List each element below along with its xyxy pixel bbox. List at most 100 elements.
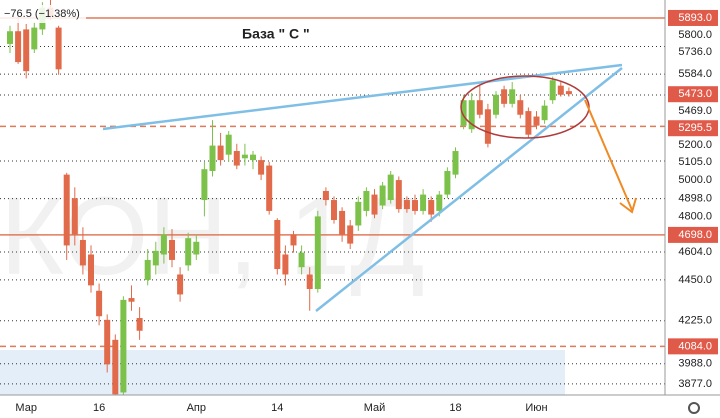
candle-body <box>104 319 111 365</box>
price-label-box <box>668 338 718 355</box>
candle-body <box>493 94 499 115</box>
candle-body <box>501 89 508 104</box>
candle-body <box>306 274 313 289</box>
x-tick-label: Апр <box>187 402 206 414</box>
candle-body <box>355 201 362 226</box>
y-tick-label: 5469.0 <box>678 105 712 117</box>
candle-body <box>541 105 548 121</box>
candle-body <box>274 220 281 270</box>
y-tick-label: 4225.0 <box>678 315 712 327</box>
candle-body <box>565 91 572 95</box>
y-tick-label: 5000.0 <box>678 174 712 186</box>
candle-body <box>525 111 532 135</box>
y-tick-label: 5295.5 <box>678 122 712 134</box>
candle-body <box>201 169 208 201</box>
candle-body <box>169 239 175 260</box>
candle-body <box>517 100 524 115</box>
candle-body <box>128 298 135 302</box>
trend-line <box>315 67 623 312</box>
y-tick-label: 4084.0 <box>678 340 712 352</box>
candle-body <box>266 165 273 211</box>
candle-body <box>63 174 70 246</box>
candle-body <box>23 29 30 72</box>
y-tick-label: 4698.0 <box>678 229 712 241</box>
candle-body <box>387 174 394 201</box>
candle-body <box>460 100 467 126</box>
price-label-box <box>668 120 718 137</box>
chart-title: База " С " <box>242 26 310 42</box>
price-label-box <box>668 9 718 26</box>
candle-body <box>250 154 256 161</box>
volume-area <box>0 350 565 395</box>
candle-body <box>347 225 354 244</box>
y-tick-label: 5105.0 <box>678 156 712 168</box>
candle-body <box>152 250 159 266</box>
candle-body <box>371 194 378 215</box>
change-bg <box>0 5 86 23</box>
candle-body <box>509 89 516 104</box>
candle-body <box>177 274 184 295</box>
candle-body <box>96 290 103 317</box>
watermark: КОН, 1Д <box>0 175 425 298</box>
candle-body <box>185 238 192 266</box>
price-axis <box>665 0 720 418</box>
candle-body <box>452 151 459 175</box>
y-tick-label: 5200.0 <box>678 139 712 151</box>
candle-body <box>549 80 556 101</box>
y-tick-label: 4604.0 <box>678 246 712 258</box>
candle-body <box>436 194 443 211</box>
candle-body <box>7 31 13 44</box>
candle-body <box>120 299 127 393</box>
candle-body <box>298 252 305 268</box>
x-tick-label: Май <box>364 402 386 414</box>
candle-body <box>476 100 483 115</box>
candle-body <box>412 200 418 211</box>
candle-body <box>314 216 321 289</box>
settings-icon[interactable] <box>688 402 700 414</box>
candle-body <box>331 200 337 221</box>
candle-body <box>233 151 240 166</box>
candle-body <box>557 85 564 95</box>
candle-body <box>428 200 435 215</box>
candle-body <box>144 259 151 280</box>
candle-body <box>533 116 540 126</box>
candle-body <box>225 134 232 155</box>
axis-labels: 5893.0 5800.0 5736.0 5584.0 5473.0 5469.0 5295… <box>15 9 718 414</box>
candle-body <box>420 194 427 211</box>
candle-body <box>217 145 224 161</box>
candle-body <box>160 234 167 255</box>
change-label: −76.5 (−1.38%) <box>4 8 80 20</box>
y-tick-label: 4450.0 <box>678 274 712 286</box>
y-tick-label: 4898.0 <box>678 192 712 204</box>
candle-body <box>136 318 143 331</box>
y-tick-label: 5736.0 <box>678 46 712 58</box>
candle-body <box>290 234 297 246</box>
price-label-box <box>668 86 718 103</box>
candle-body <box>339 210 346 235</box>
x-tick-label: 14 <box>271 402 283 414</box>
x-tick-label: 18 <box>449 402 461 414</box>
grid <box>0 17 665 385</box>
candle-body <box>88 254 94 286</box>
candle-body <box>15 31 22 63</box>
candle-body <box>209 145 216 171</box>
candle-body <box>31 27 38 50</box>
candle-body <box>363 190 370 211</box>
x-tick-label: Мар <box>15 402 37 414</box>
candle-body <box>79 239 86 266</box>
candle-body <box>395 180 402 210</box>
candle-body <box>71 198 78 235</box>
price-label-box <box>668 226 718 243</box>
y-tick-label: 3988.0 <box>678 358 712 370</box>
y-tick-label: 5800.0 <box>678 29 712 41</box>
x-tick-label: Июн <box>525 402 547 414</box>
candles <box>7 0 572 395</box>
candle-body <box>444 170 451 195</box>
y-tick-label: 4800.0 <box>678 210 712 222</box>
arrow <box>584 99 633 211</box>
y-tick-label: 5584.0 <box>678 68 712 80</box>
candle-body <box>468 100 475 130</box>
y-tick-label: 5893.0 <box>678 12 712 24</box>
candle-body <box>282 254 289 275</box>
